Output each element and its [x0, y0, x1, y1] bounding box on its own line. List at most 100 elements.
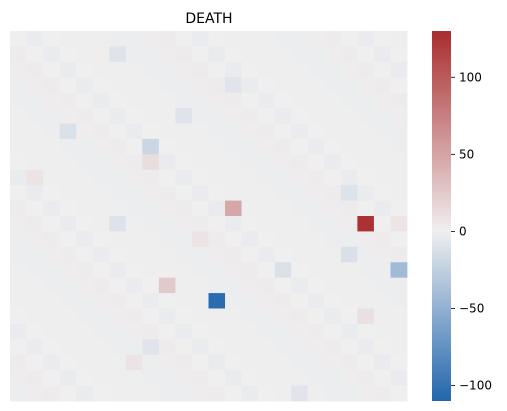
heatmap-cell — [340, 308, 358, 325]
heatmap-cell — [158, 200, 176, 217]
heatmap-cell — [92, 138, 110, 155]
heatmap-cell — [208, 46, 226, 63]
heatmap-cell — [225, 123, 242, 140]
heatmap-cell — [340, 385, 358, 402]
heatmap-cell — [208, 323, 226, 340]
heatmap-cell — [26, 108, 44, 124]
heatmap-cell — [43, 154, 61, 171]
heatmap-cell — [340, 354, 358, 371]
heatmap-cell — [357, 169, 375, 186]
heatmap-cell — [390, 216, 408, 232]
heatmap-cell — [208, 77, 226, 94]
heatmap-cell — [43, 246, 61, 263]
heatmap-cell — [109, 123, 127, 140]
heatmap-cell — [142, 293, 160, 309]
heatmap-cell — [225, 277, 242, 294]
heatmap-cell — [175, 92, 193, 109]
heatmap-cell — [125, 231, 143, 248]
heatmap-cell — [109, 31, 127, 47]
heatmap-cell — [26, 46, 44, 63]
heatmap-cell — [390, 154, 408, 171]
heatmap-cell — [373, 108, 391, 124]
heatmap-cell — [340, 370, 358, 386]
heatmap-cell — [59, 185, 77, 201]
heatmap-cell — [390, 31, 408, 47]
heatmap-cell — [307, 31, 325, 47]
heatmap-cell — [142, 31, 160, 47]
heatmap-cell — [43, 123, 61, 140]
heatmap-cell — [291, 92, 309, 109]
heatmap-cell — [357, 385, 375, 402]
heatmap-cell — [241, 323, 259, 340]
heatmap-cell — [76, 31, 94, 47]
heatmap-cell — [142, 61, 160, 78]
heatmap-cell — [191, 108, 209, 124]
heatmap-cell — [274, 385, 292, 402]
heatmap-cell — [307, 154, 325, 171]
heatmap-cell — [258, 293, 276, 309]
heatmap-cell — [258, 154, 276, 171]
heatmap-cell — [92, 277, 110, 294]
heatmap-cell — [43, 293, 61, 309]
heatmap-cell — [125, 277, 143, 294]
heatmap-cell — [76, 216, 94, 232]
heatmap-cell — [10, 339, 27, 356]
heatmap-cell — [43, 200, 61, 217]
heatmap-cell — [340, 216, 358, 232]
heatmap-cell — [373, 354, 391, 371]
heatmap-cell — [208, 154, 226, 171]
chart-title: DEATH — [185, 11, 232, 27]
colorbar-tick-label: 0 — [459, 224, 467, 238]
heatmap-cell — [390, 370, 408, 386]
heatmap-cell — [225, 46, 242, 63]
heatmap-cell — [142, 323, 160, 340]
colorbar-tick-label: 50 — [459, 147, 474, 161]
heatmap-cell — [225, 200, 242, 217]
heatmap-cell — [324, 92, 342, 109]
heatmap-cell — [208, 293, 226, 309]
heatmap-cell — [158, 92, 176, 109]
heatmap-cell — [76, 46, 94, 63]
heatmap-cell — [76, 339, 94, 356]
heatmap-cell — [59, 77, 77, 94]
heatmap-cell — [43, 61, 61, 78]
heatmap-cell — [92, 31, 110, 47]
heatmap-cell — [324, 108, 342, 124]
heatmap-cell — [26, 293, 44, 309]
heatmap-cell — [208, 277, 226, 294]
heatmap-cell — [125, 323, 143, 340]
heatmap-cell — [92, 77, 110, 94]
heatmap-cell — [26, 262, 44, 279]
heatmap-cell — [10, 231, 27, 248]
heatmap-cell — [241, 277, 259, 294]
heatmap-cell — [26, 231, 44, 248]
heatmap-cell — [373, 46, 391, 63]
heatmap-cell — [390, 123, 408, 140]
heatmap-cell — [191, 385, 209, 402]
heatmap-cell — [291, 154, 309, 171]
heatmap-cell — [43, 308, 61, 325]
heatmap-cell — [390, 308, 408, 325]
heatmap-cell — [258, 77, 276, 94]
heatmap-cell — [258, 354, 276, 371]
heatmap-cell — [274, 246, 292, 263]
heatmap-cell — [258, 31, 276, 47]
heatmap-cell — [274, 308, 292, 325]
heatmap-cell — [92, 216, 110, 232]
heatmap-cell — [274, 31, 292, 47]
heatmap-cell — [10, 31, 27, 47]
heatmap-cell — [390, 61, 408, 78]
heatmap-cell — [10, 108, 27, 124]
heatmap-cell — [258, 277, 276, 294]
heatmap-cell — [291, 185, 309, 201]
heatmap-cell — [258, 370, 276, 386]
heatmap-cell — [109, 138, 127, 155]
heatmap-cell — [225, 169, 242, 186]
heatmap-cell — [26, 77, 44, 94]
heatmap-cell — [76, 185, 94, 201]
heatmap-cell — [26, 354, 44, 371]
heatmap-cell — [357, 370, 375, 386]
heatmap-cell — [175, 216, 193, 232]
heatmap-cell — [208, 31, 226, 47]
heatmap-cell — [109, 293, 127, 309]
